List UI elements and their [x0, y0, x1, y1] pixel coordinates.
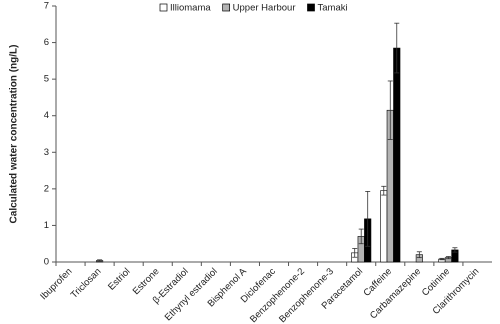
bar: [393, 47, 401, 263]
y-tick-label: 4: [44, 110, 49, 121]
error-bar: [97, 259, 103, 262]
error-bar: [387, 80, 393, 140]
error-bar: [358, 228, 364, 245]
error-bar: [381, 185, 387, 196]
legend-label: Tamaki: [318, 3, 348, 14]
x-tick-label: Estriol: [106, 266, 132, 292]
error-bar: [416, 251, 422, 259]
legend-label: Upper Harbour: [233, 3, 296, 14]
error-bar: [445, 256, 451, 260]
y-tick-label: 3: [44, 147, 49, 158]
legend-swatch: [307, 3, 315, 12]
y-tick-label: 1: [44, 220, 49, 231]
legend-swatch: [159, 3, 168, 12]
y-tick-label: 2: [44, 183, 49, 194]
error-bar: [439, 257, 445, 261]
y-tick-label: 0: [44, 257, 49, 268]
error-bar: [394, 22, 400, 74]
y-axis-label: Calculated water concentration (ng/L): [9, 45, 20, 224]
error-bar: [352, 248, 358, 258]
bar: [380, 190, 388, 263]
x-tick-label: Triclosan: [69, 266, 104, 301]
y-tick-label: 5: [44, 74, 49, 85]
x-tick-label: Carbamazepine: [368, 266, 423, 321]
error-bar: [452, 247, 458, 253]
x-tick-label: Ibuprofen: [38, 266, 74, 302]
error-bar: [365, 191, 371, 247]
y-tick-label: 6: [44, 37, 49, 48]
y-tick-label: 7: [44, 1, 49, 12]
legend-label: Illiomama: [170, 3, 211, 14]
legend-swatch: [222, 3, 231, 12]
